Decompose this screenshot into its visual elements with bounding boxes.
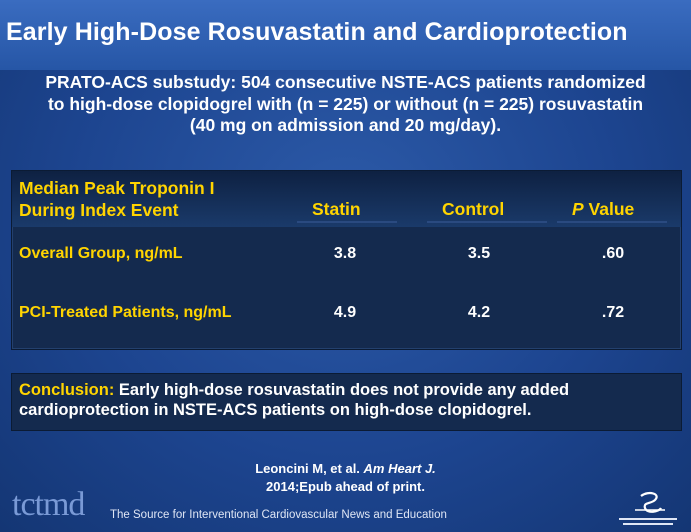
- foundation-logo-icon: [619, 491, 677, 525]
- header-statin: Statin: [312, 199, 361, 219]
- table-header: Median Peak Troponin I During Index Even…: [12, 171, 681, 227]
- citation-line-2: 2014;Epub ahead of print.: [266, 479, 425, 494]
- title-bar: [0, 0, 691, 70]
- cell-p-value: .72: [601, 304, 625, 321]
- citation: Leoncini M, et al. Am Heart J. 2014;Epub…: [0, 460, 691, 496]
- header-p-value: P Value: [572, 199, 634, 220]
- cell-statin: 4.9: [333, 304, 357, 321]
- cell-p-value: .60: [601, 245, 625, 262]
- table-row: Overall Group, ng/mL 3.8 3.5 .60: [12, 245, 681, 269]
- header-measure: Median Peak Troponin I During Index Even…: [19, 177, 214, 221]
- conclusion-box: Conclusion: Early high-dose rosuvastatin…: [11, 373, 682, 431]
- header-measure-line-1: Median Peak Troponin I: [19, 178, 215, 198]
- table-row: PCI-Treated Patients, ng/mL 4.9 4.2 .72: [12, 304, 681, 328]
- header-control: Control: [442, 199, 505, 219]
- subtitle-line-2: to high-dose clopidogrel with (n = 225) …: [47, 93, 644, 114]
- cell-statin: 3.8: [333, 245, 357, 262]
- conclusion-text: Conclusion: Early high-dose rosuvastatin…: [19, 380, 669, 420]
- cell-control: 3.5: [467, 245, 491, 262]
- cell-control: 4.2: [467, 304, 491, 321]
- row-label: PCI-Treated Patients, ng/mL: [19, 304, 232, 321]
- citation-journal: Am Heart J.: [363, 461, 436, 476]
- conclusion-body: Early high-dose rosuvastatin does not pr…: [19, 381, 570, 419]
- header-rule-control: [427, 221, 547, 223]
- subtitle-line-1: PRATO-ACS substudy: 504 consecutive NSTE…: [45, 72, 646, 92]
- slide-subtitle: PRATO-ACS substudy: 504 consecutive NSTE…: [0, 72, 691, 137]
- subtitle-line-3: (40 mg on admission and 20 mg/day).: [189, 115, 502, 135]
- footer-tagline: The Source for Interventional Cardiovasc…: [110, 509, 447, 521]
- row-label: Overall Group, ng/mL: [19, 245, 183, 262]
- header-measure-line-2: During Index Event: [19, 200, 179, 220]
- header-rule-statin: [297, 221, 397, 223]
- slide-title: Early High-Dose Rosuvastatin and Cardiop…: [6, 18, 628, 46]
- citation-authors: Leoncini M, et al.: [255, 461, 364, 476]
- citation-line-1: Leoncini M, et al. Am Heart J.: [0, 460, 691, 478]
- results-table: Median Peak Troponin I During Index Even…: [11, 170, 682, 350]
- header-p-italic: P: [572, 199, 584, 219]
- header-rule-p: [557, 221, 667, 223]
- tctmd-logo: tctmd: [12, 486, 85, 523]
- conclusion-label: Conclusion:: [19, 381, 115, 399]
- header-p-rest: Value: [583, 199, 635, 219]
